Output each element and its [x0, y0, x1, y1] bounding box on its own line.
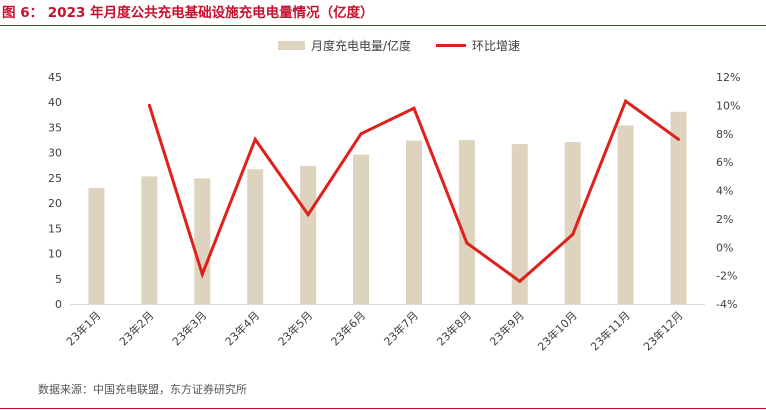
x-tick-label: 23年8月 — [434, 308, 474, 348]
line-point — [518, 279, 522, 283]
right-y-tick-label: 8% — [716, 128, 733, 141]
x-tick-label: 23年1月 — [63, 308, 103, 348]
x-tick-label: 23年4月 — [222, 308, 262, 348]
bar — [458, 140, 475, 304]
bar — [617, 125, 634, 304]
bar — [300, 165, 317, 304]
bar — [194, 178, 211, 304]
x-tick-label: 23年2月 — [116, 308, 156, 348]
bar — [353, 154, 370, 304]
x-axis: 23年1月 23年2月 23年3月 23年4月 23年5月 23年6月 23年7月 23年8月… — [63, 304, 705, 353]
legend-label-line: 环比增速 — [472, 39, 520, 53]
x-tick-label: 23年12月 — [640, 308, 685, 353]
chart-title: 图 6： 2023 年月度公共充电基础设施充电电量情况（亿度） — [2, 5, 374, 21]
left-y-tick-label: 40 — [48, 96, 62, 109]
bar — [247, 169, 264, 304]
left-y-tick-label: 25 — [48, 172, 62, 185]
right-y-tick-label: 12% — [716, 71, 740, 84]
right-y-tick-label: 10% — [716, 99, 740, 112]
left-y-tick-label: 0 — [55, 298, 62, 311]
bar — [141, 176, 158, 304]
right-y-tick-label: 4% — [716, 185, 733, 198]
x-tick-label: 23年5月 — [275, 308, 315, 348]
line-point — [200, 272, 204, 276]
right-y-axis: -4% -2% 0% 2% 4% 6% 8% 10% 12% — [716, 71, 740, 311]
bar — [564, 142, 581, 304]
right-y-tick-label: -2% — [716, 270, 737, 283]
legend-label-bar: 月度充电电量/亿度 — [311, 38, 411, 53]
line-point — [465, 241, 469, 245]
line-point — [412, 106, 416, 110]
left-y-tick-label: 15 — [48, 222, 62, 235]
bar — [405, 140, 422, 304]
line-series — [147, 98, 681, 284]
legend: 月度充电电量/亿度 环比增速 — [278, 38, 520, 53]
left-y-axis: 0 5 10 15 20 25 30 35 40 45 — [48, 71, 62, 311]
right-y-tick-label: -4% — [716, 298, 737, 311]
left-y-tick-label: 30 — [48, 147, 62, 160]
bar — [88, 187, 105, 304]
left-y-tick-label: 10 — [48, 248, 62, 261]
right-y-tick-label: 6% — [716, 156, 733, 169]
x-tick-label: 23年6月 — [328, 308, 368, 348]
chart: 月度充电电量/亿度 环比增速 0 5 10 15 20 25 30 35 40 45 -4% -2% 0… — [48, 38, 740, 353]
x-tick-label: 23年3月 — [169, 308, 209, 348]
left-y-tick-label: 20 — [48, 197, 62, 210]
bar-series — [88, 111, 687, 304]
title-divider — [0, 25, 766, 26]
bar — [511, 144, 528, 304]
line-point — [306, 213, 310, 217]
bar — [670, 111, 687, 304]
right-y-tick-label: 2% — [716, 213, 733, 226]
x-tick-label: 23年7月 — [381, 308, 421, 348]
x-tick-label: 23年10月 — [535, 308, 580, 353]
right-y-tick-label: 0% — [716, 241, 733, 254]
line-point — [571, 232, 575, 236]
data-source-note: 数据来源：中国充电联盟，东方证券研究所 — [38, 383, 247, 396]
legend-swatch-bar — [278, 41, 305, 50]
left-y-tick-label: 35 — [48, 121, 62, 134]
line-point — [624, 99, 628, 103]
left-y-tick-label: 5 — [55, 273, 62, 286]
x-tick-label: 23年11月 — [587, 308, 632, 353]
x-tick-label: 23年9月 — [487, 308, 527, 348]
line-point — [147, 103, 151, 107]
line-point — [677, 137, 681, 141]
left-y-tick-label: 45 — [48, 71, 62, 84]
line-point — [359, 132, 363, 136]
bottom-divider — [0, 408, 766, 409]
line-point — [253, 137, 257, 141]
